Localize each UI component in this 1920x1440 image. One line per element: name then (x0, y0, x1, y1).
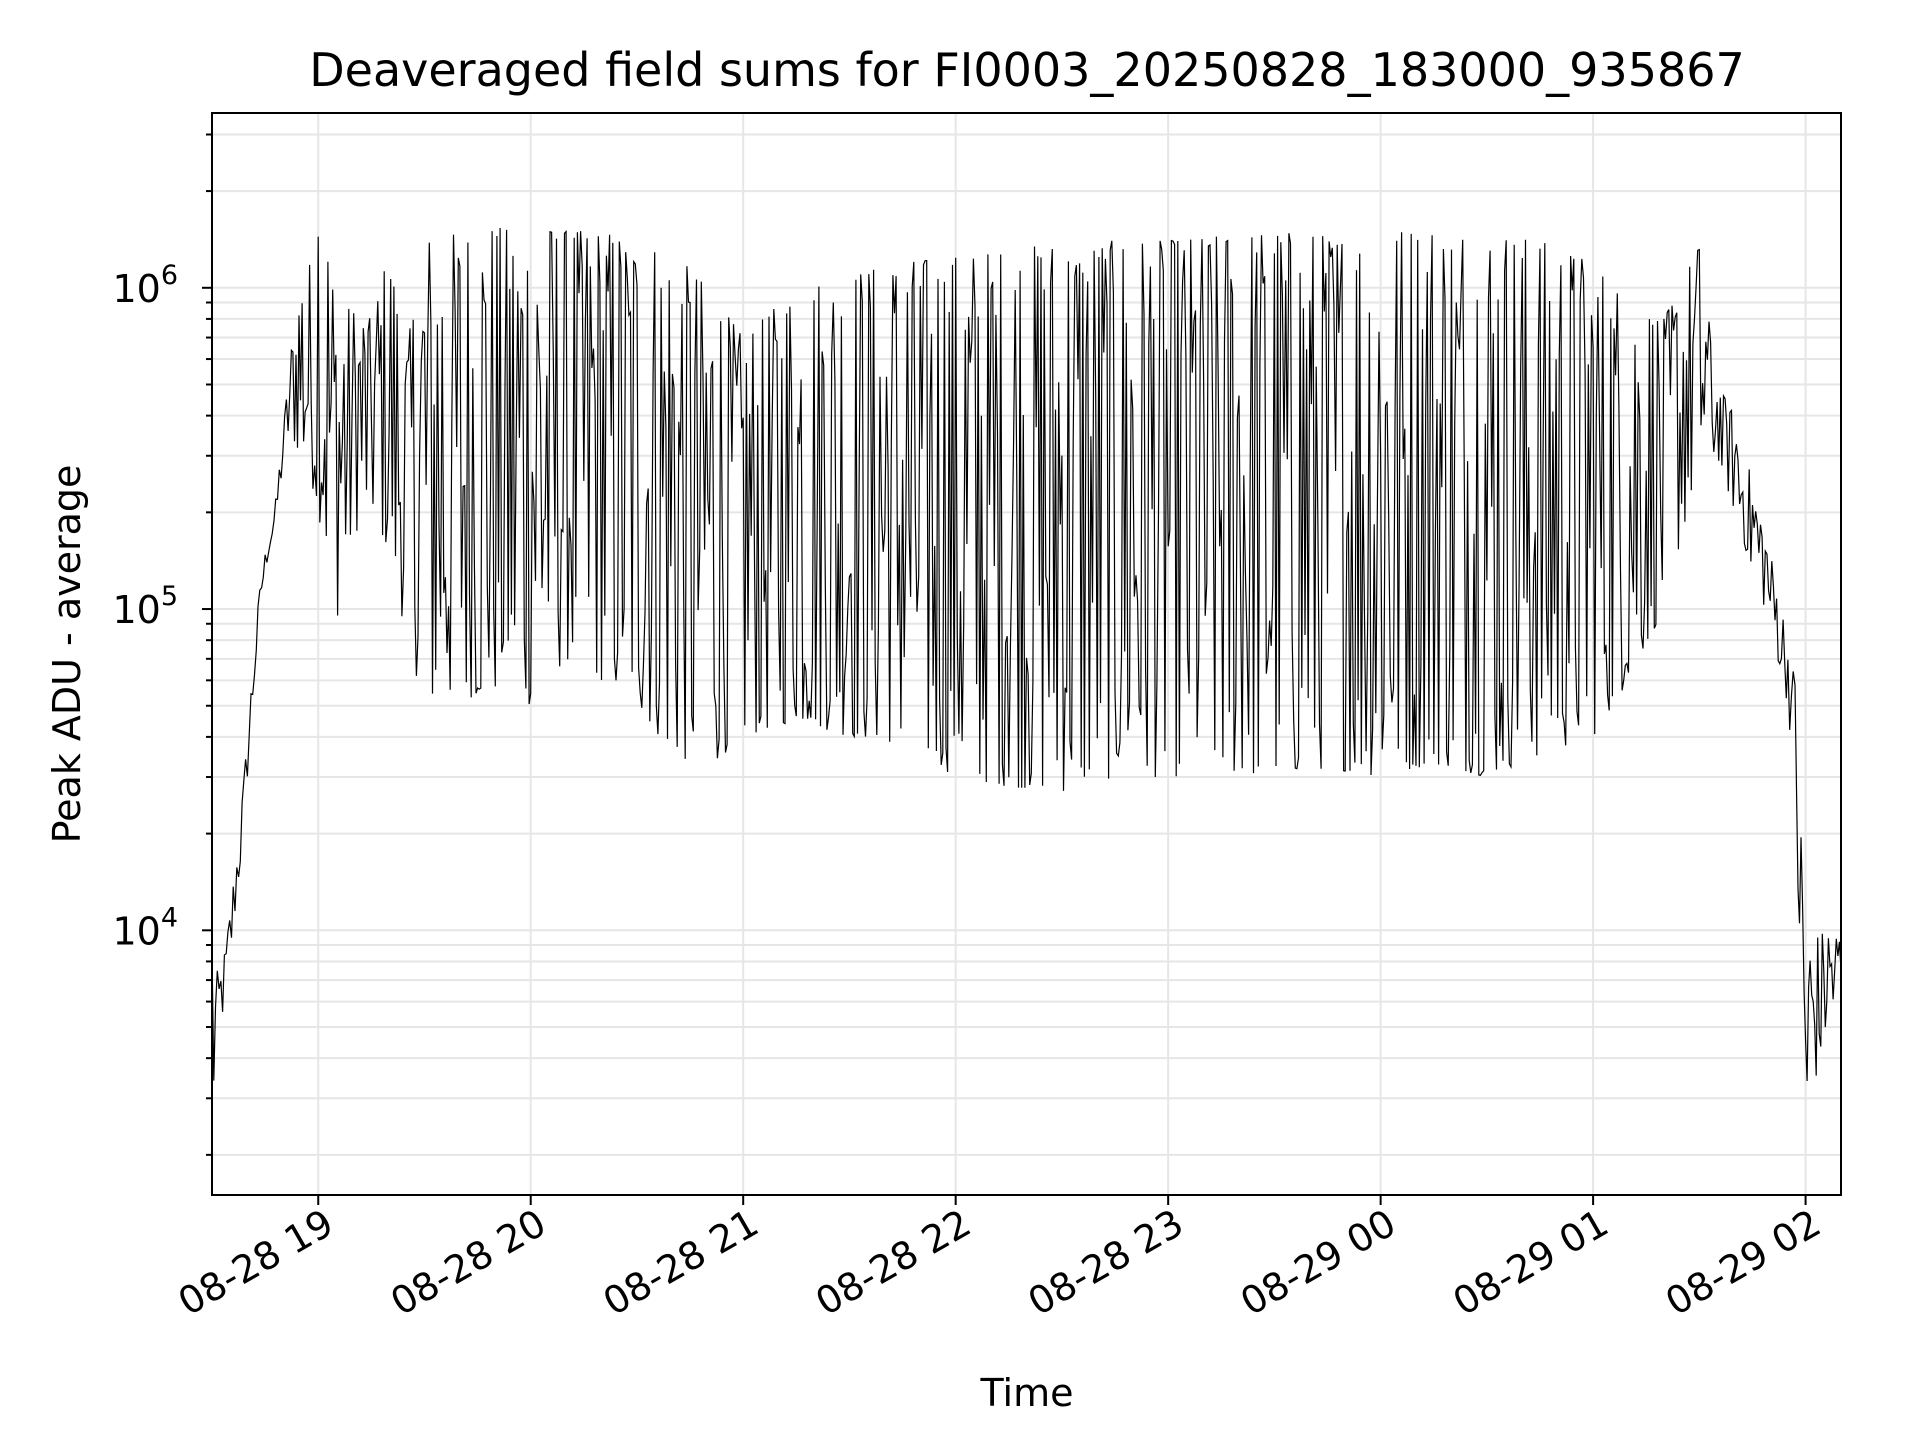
y-axis-label: Peak ADU - average (45, 465, 89, 844)
chart-title: Deaveraged field sums for FI0003_2025082… (309, 43, 1745, 97)
x-axis-label: Time (980, 1371, 1074, 1415)
data-line (211, 227, 1842, 1082)
y-tick-label: 106 (112, 260, 178, 311)
plot-frame (211, 112, 1842, 1196)
series-line (211, 227, 1842, 1082)
